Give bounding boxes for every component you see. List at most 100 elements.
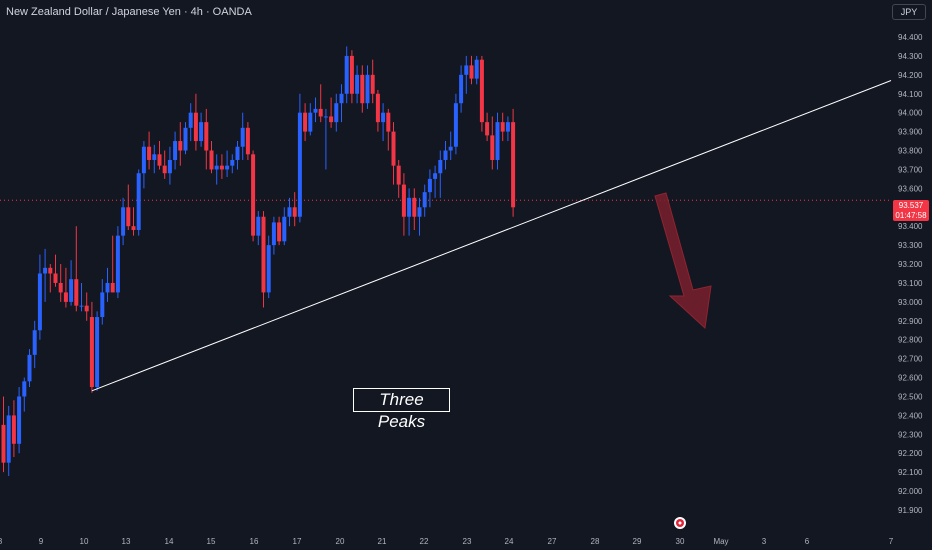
candle-body bbox=[240, 127, 245, 147]
candle-body bbox=[100, 292, 105, 318]
bar-countdown: 01:47:58 bbox=[895, 211, 927, 220]
x-tick-label: 14 bbox=[165, 537, 174, 546]
y-tick-label: 93.700 bbox=[898, 165, 923, 174]
candle-body bbox=[308, 112, 313, 132]
candle-body bbox=[157, 154, 162, 166]
candle-body bbox=[188, 112, 193, 128]
candle-body bbox=[37, 273, 42, 331]
candle-body bbox=[323, 116, 328, 118]
candle-body bbox=[84, 305, 89, 312]
candle-body bbox=[209, 150, 214, 170]
x-tick-label: 23 bbox=[463, 537, 472, 546]
time-axis[interactable]: 8 9 10 13 14 15 16 17 20 21 22 23 24 27 28 29 30 May 3 6 7 bbox=[0, 537, 894, 546]
down-arrow-drawing[interactable] bbox=[654, 192, 712, 330]
candle-body bbox=[147, 146, 152, 160]
x-tick-label: 20 bbox=[336, 537, 345, 546]
y-tick-label: 93.300 bbox=[898, 241, 923, 250]
candle-body bbox=[500, 122, 505, 132]
candle-body bbox=[183, 127, 188, 151]
x-tick-label: 15 bbox=[207, 537, 216, 546]
y-tick-label: 92.900 bbox=[898, 317, 923, 326]
symbol-title[interactable]: New Zealand Dollar / Japanese Yen · 4h ·… bbox=[6, 6, 252, 18]
candle-body bbox=[412, 197, 417, 217]
y-tick-label: 92.800 bbox=[898, 336, 923, 345]
candle-body bbox=[479, 59, 484, 123]
candle-body bbox=[58, 282, 63, 293]
candle-body bbox=[43, 267, 48, 274]
candle-body bbox=[474, 59, 479, 79]
candle-body bbox=[349, 55, 354, 94]
candle-body bbox=[448, 146, 453, 151]
candle-body bbox=[162, 165, 167, 174]
candle-body bbox=[178, 141, 183, 151]
candle-body bbox=[6, 415, 11, 463]
candle-body bbox=[32, 330, 37, 355]
x-tick-label: 17 bbox=[293, 537, 302, 546]
x-tick-label: 30 bbox=[676, 537, 685, 546]
candle-body bbox=[505, 122, 510, 132]
candle-body bbox=[199, 122, 204, 142]
candle-body bbox=[63, 292, 68, 302]
x-tick-label: 10 bbox=[80, 537, 89, 546]
x-tick-label: 8 bbox=[0, 537, 3, 546]
candle-body bbox=[277, 222, 282, 242]
y-tick-label: 92.000 bbox=[898, 487, 923, 496]
candle-body bbox=[318, 108, 323, 117]
candles-layer bbox=[1, 46, 516, 476]
three-peaks-label[interactable]: Three Peaks bbox=[353, 388, 450, 431]
price-axis[interactable]: 91.900 92.000 92.100 92.200 92.300 92.400 92.5… bbox=[898, 33, 923, 515]
candle-body bbox=[303, 112, 308, 132]
candle-body bbox=[17, 396, 22, 444]
x-tick-label: 13 bbox=[122, 537, 131, 546]
candle-body bbox=[136, 173, 141, 230]
y-tick-label: 93.900 bbox=[898, 128, 923, 137]
y-tick-label: 92.300 bbox=[898, 430, 923, 439]
candle-body bbox=[511, 122, 516, 208]
y-tick-label: 94.300 bbox=[898, 52, 923, 61]
x-tick-label: 29 bbox=[633, 537, 642, 546]
x-tick-label: 21 bbox=[378, 537, 387, 546]
candle-body bbox=[282, 216, 287, 242]
candle-body bbox=[329, 116, 334, 123]
candle-body bbox=[443, 150, 448, 160]
y-tick-label: 92.700 bbox=[898, 355, 923, 364]
last-price-value: 93.537 bbox=[898, 201, 924, 210]
candle-body bbox=[152, 154, 157, 160]
candle-body bbox=[251, 154, 256, 236]
candle-body bbox=[407, 197, 412, 217]
trend-line[interactable] bbox=[91, 80, 892, 392]
candle-body bbox=[110, 282, 115, 293]
candle-body bbox=[344, 55, 349, 94]
x-tick-label: 6 bbox=[805, 537, 810, 546]
candle-body bbox=[459, 74, 464, 104]
y-tick-label: 92.400 bbox=[898, 411, 923, 420]
y-tick-label: 92.500 bbox=[898, 392, 923, 401]
y-tick-label: 93.200 bbox=[898, 260, 923, 269]
candle-body bbox=[391, 131, 396, 166]
x-tick-label: 27 bbox=[548, 537, 557, 546]
candle-body bbox=[287, 207, 292, 217]
candle-body bbox=[355, 74, 360, 94]
currency-button[interactable]: JPY bbox=[892, 4, 926, 20]
y-tick-label: 93.600 bbox=[898, 184, 923, 193]
y-tick-label: 94.200 bbox=[898, 71, 923, 80]
y-tick-label: 93.000 bbox=[898, 298, 923, 307]
candle-body bbox=[22, 381, 27, 397]
candle-body bbox=[115, 235, 120, 293]
y-tick-label: 92.200 bbox=[898, 449, 923, 458]
candle-body bbox=[375, 93, 380, 123]
candle-body bbox=[464, 65, 469, 75]
x-tick-label: 22 bbox=[420, 537, 429, 546]
candle-body bbox=[48, 267, 53, 274]
y-tick-label: 94.100 bbox=[898, 90, 923, 99]
event-marker-icon[interactable] bbox=[674, 517, 686, 529]
candle-body bbox=[53, 273, 58, 283]
candle-body bbox=[339, 93, 344, 104]
candle-body bbox=[261, 216, 266, 293]
candle-body bbox=[95, 317, 100, 388]
candle-body bbox=[225, 165, 230, 170]
y-tick-label: 94.400 bbox=[898, 33, 923, 42]
x-tick-label: 24 bbox=[505, 537, 514, 546]
y-tick-label: 92.600 bbox=[898, 374, 923, 383]
